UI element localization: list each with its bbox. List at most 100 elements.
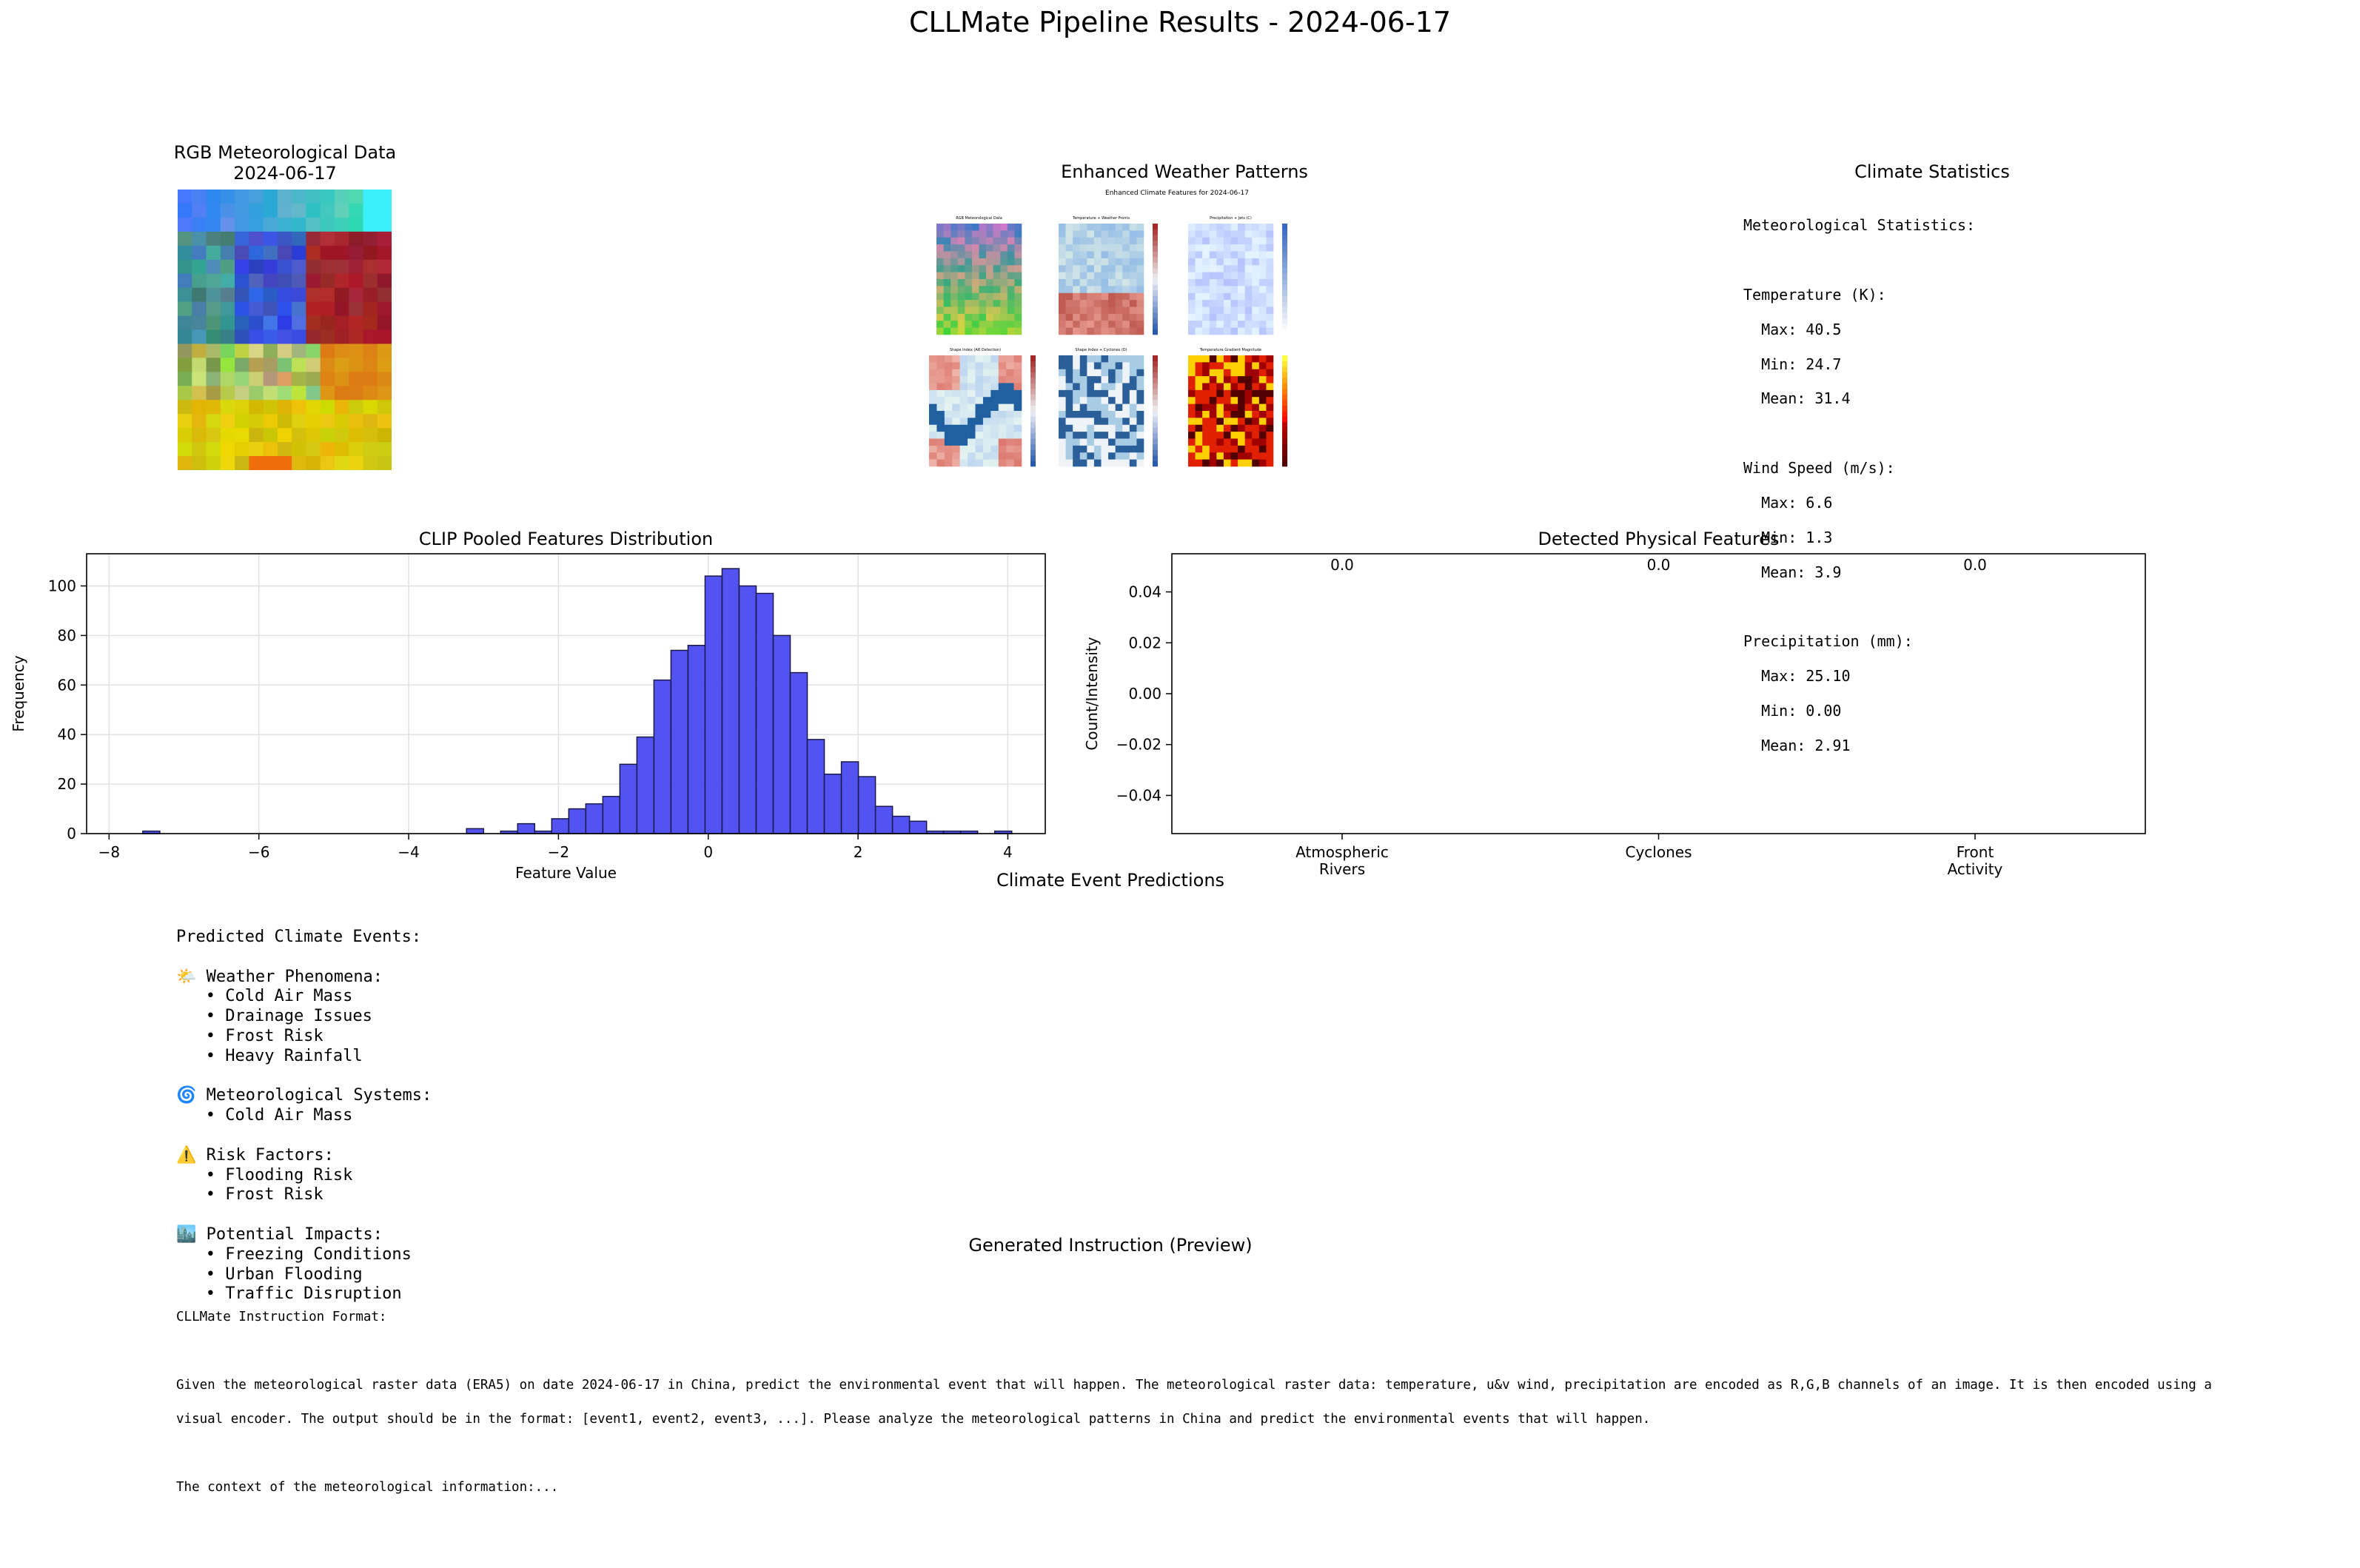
prediction-section-label: 🌤️ Weather Phenomena: <box>176 967 383 986</box>
raster-cell <box>306 259 321 275</box>
raster-cell <box>363 414 378 429</box>
stats-wind-mean: Mean: 3.9 <box>1761 563 1842 581</box>
histogram-bar <box>874 805 894 834</box>
stats-text-block: Meteorological Statistics: ​ Temperature… <box>1743 200 1975 771</box>
stats-temp-label: Temperature (K): <box>1743 286 1886 304</box>
raster-cell <box>277 442 292 457</box>
raster-cell <box>320 358 335 372</box>
instruction-text-block: CLLMate Instruction Format: ​ Given the … <box>176 1292 2212 1513</box>
raster-cell <box>377 344 392 358</box>
raster-cell <box>349 287 363 303</box>
raster-cell <box>277 329 292 344</box>
histogram-xtick-label: −8 <box>98 843 120 861</box>
raster-cell <box>306 386 321 401</box>
raster-cell <box>306 203 321 218</box>
raster-cell <box>320 273 335 289</box>
raster-cell <box>192 386 207 401</box>
raster-cell <box>292 456 306 470</box>
raster-cell <box>235 442 249 457</box>
raster-cell <box>249 315 264 330</box>
raster-cell <box>377 456 392 470</box>
raster-cell <box>334 301 349 317</box>
raster-cell <box>363 287 378 303</box>
raster-cell <box>277 400 292 415</box>
raster-cell <box>363 344 378 358</box>
raster-cell <box>178 372 192 386</box>
raster-cell <box>277 273 292 289</box>
histogram-bar <box>670 649 689 834</box>
raster-cell <box>249 231 264 247</box>
raster-cell <box>263 372 278 386</box>
instruction-line1: Given the meteorological raster data (ER… <box>176 1378 2212 1393</box>
raster-cell <box>249 217 264 232</box>
raster-cell <box>320 344 335 358</box>
histogram-bar <box>789 671 808 834</box>
raster-cell <box>292 344 306 358</box>
raster-cell <box>192 259 207 275</box>
raster-cell <box>192 287 207 303</box>
raster-cell <box>220 203 235 218</box>
raster-cell <box>192 273 207 289</box>
raster-cell <box>320 203 335 218</box>
histogram-ytick-label: 40 <box>58 726 76 743</box>
raster-cell <box>277 386 292 401</box>
raster-cell <box>277 217 292 232</box>
raster-cell <box>220 329 235 344</box>
raster-cell <box>377 190 392 204</box>
raster-cell <box>220 287 235 303</box>
raster-cell <box>292 414 306 429</box>
raster-cell <box>292 217 306 232</box>
raster-cell <box>363 259 378 275</box>
histogram-bar <box>551 818 570 834</box>
stats-precip-min: Min: 0.00 <box>1761 701 1842 720</box>
features-ylabel: Count/Intensity <box>1083 637 1101 750</box>
histogram-ytick-label: 0 <box>67 825 76 842</box>
raster-cell <box>349 428 363 443</box>
raster-cell <box>206 400 221 415</box>
colorbar <box>1282 224 1287 335</box>
raster-cell <box>178 217 192 232</box>
raster-cell <box>292 442 306 457</box>
raster-cell <box>206 372 221 386</box>
raster-cell <box>178 231 192 247</box>
raster-cell <box>349 344 363 358</box>
raster-cell <box>249 329 264 344</box>
histogram-ylabel: Frequency <box>10 655 27 731</box>
raster-cell <box>363 190 378 204</box>
raster-cell <box>178 259 192 275</box>
raster-cell <box>192 344 207 358</box>
instruction-title: Generated Instruction (Preview) <box>968 1235 1253 1256</box>
raster-cell <box>349 273 363 289</box>
raster-cell <box>192 456 207 470</box>
raster-cell <box>220 273 235 289</box>
raster-cell <box>377 287 392 303</box>
raster-cell <box>235 456 249 470</box>
histogram-xtick-label: −4 <box>398 843 419 861</box>
colorbar <box>1030 355 1036 467</box>
raster-cell <box>192 372 207 386</box>
raster-cell <box>306 190 321 204</box>
features-value-label: 0.0 <box>1963 556 1987 574</box>
raster-cell <box>178 301 192 317</box>
histogram-xtick-label: 0 <box>703 843 713 861</box>
raster-cell <box>178 245 192 261</box>
histogram-bar <box>704 575 723 834</box>
raster-cell <box>263 190 278 204</box>
raster-cell <box>334 287 349 303</box>
raster-cell <box>192 315 207 330</box>
raster-cell <box>178 414 192 429</box>
raster-cell <box>349 245 363 261</box>
features-ytick-label: −0.04 <box>1116 786 1161 804</box>
raster-cell <box>363 400 378 415</box>
raster-cell <box>277 358 292 372</box>
features-ytick-label: 0.02 <box>1128 634 1161 651</box>
stats-wind-label: Wind Speed (m/s): <box>1743 459 1895 478</box>
histogram-grid <box>87 554 1045 834</box>
raster-cell <box>320 190 335 204</box>
raster-cell <box>206 190 221 204</box>
raster-cell <box>363 358 378 372</box>
raster-cell <box>292 329 306 344</box>
raster-cell <box>249 245 264 261</box>
raster-cell <box>363 456 378 470</box>
raster-cell <box>277 245 292 261</box>
